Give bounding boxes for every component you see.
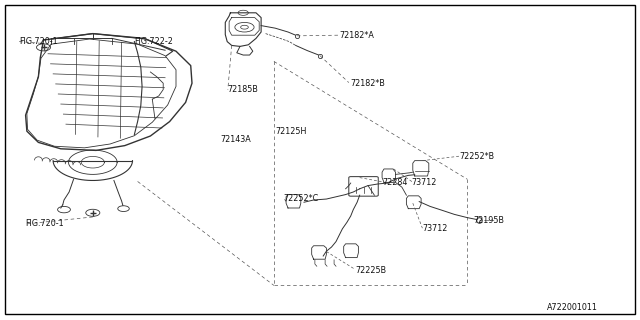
Text: 72182*B: 72182*B: [351, 79, 385, 88]
Text: 72225B: 72225B: [355, 266, 387, 275]
Text: 72252*C: 72252*C: [284, 194, 319, 203]
Text: A722001011: A722001011: [547, 303, 598, 312]
Text: FIG.720-1: FIG.720-1: [26, 220, 64, 228]
Text: 72143A: 72143A: [221, 135, 252, 144]
Text: 72185B: 72185B: [227, 85, 258, 94]
Text: FIG.720-1: FIG.720-1: [19, 37, 58, 46]
Text: 72125H: 72125H: [275, 127, 307, 136]
Text: FIG.722-2: FIG.722-2: [134, 37, 173, 46]
Text: 72195B: 72195B: [474, 216, 504, 225]
Text: 72284: 72284: [382, 178, 408, 187]
Text: 72252*B: 72252*B: [460, 152, 495, 161]
Text: 73712: 73712: [412, 178, 437, 187]
Text: 73712: 73712: [422, 224, 448, 233]
Text: 72182*A: 72182*A: [339, 31, 374, 40]
